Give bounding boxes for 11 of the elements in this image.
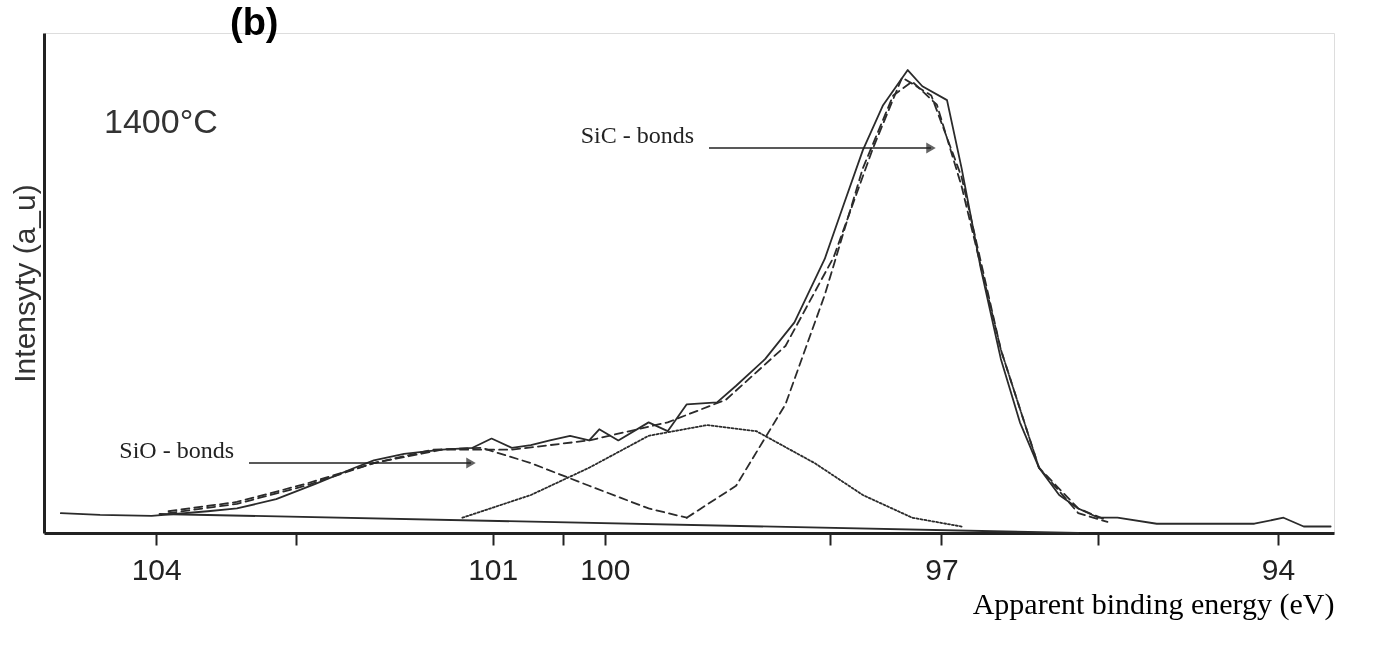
x-tick-label: 94 [1261,552,1296,586]
annotation: 1400°C [104,102,218,140]
annotation: SiO - bonds [119,437,234,463]
annotation: SiC - bonds [580,122,694,148]
x-tick-label: 101 [468,552,519,586]
chart-title: (b) [230,1,279,43]
x-tick-label: 104 [131,552,182,586]
y-axis-title: Intensyty (a_u) [7,184,41,383]
x-tick-label: 100 [580,552,631,586]
x-tick-label: 97 [925,552,959,586]
x-axis-title: Apparent binding energy (eV) [972,586,1335,621]
